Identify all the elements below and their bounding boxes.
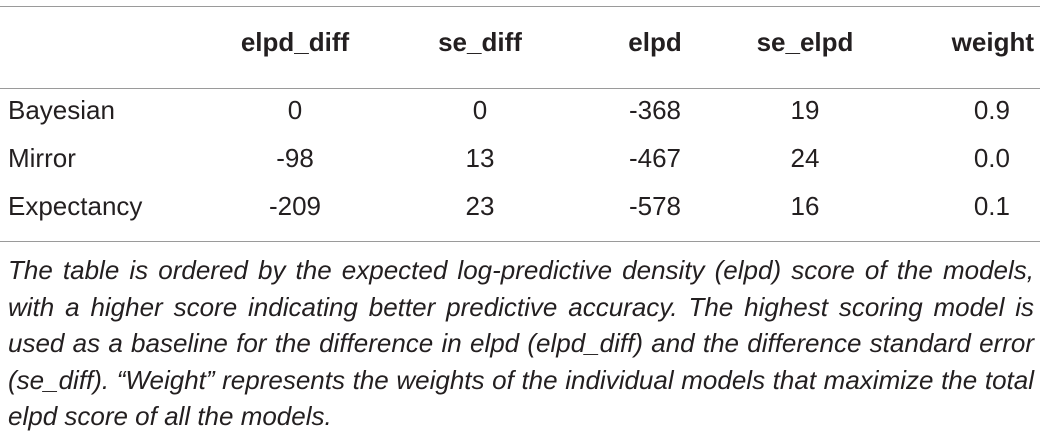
table-header-row: elpd_diff se_diff elpd se_elpd weight [0, 20, 1040, 64]
row-elpd-diff: 0 [287, 95, 303, 125]
table-header-rule [0, 88, 1040, 89]
table-bottom-rule [0, 241, 1040, 242]
header-se-diff: se_diff [438, 27, 522, 57]
header-se-elpd: se_elpd [756, 27, 854, 57]
header-elpd: elpd [628, 27, 682, 57]
row-se-diff: 0 [472, 95, 488, 125]
table-row: Expectancy -209 23 -578 16 0.1 [0, 184, 1040, 228]
table-row: Bayesian 0 0 -368 19 0.9 [0, 88, 1040, 132]
header-weight: weight [951, 27, 1034, 57]
row-se-elpd: 16 [790, 191, 820, 221]
row-elpd-diff: -209 [268, 191, 322, 221]
row-elpd-diff: -98 [276, 143, 314, 173]
row-weight: 0.0 [973, 143, 1010, 173]
row-model: Expectancy [8, 191, 143, 221]
row-elpd: -578 [628, 191, 682, 221]
row-weight: 0.9 [973, 95, 1010, 125]
row-se-elpd: 24 [790, 143, 820, 173]
row-model: Mirror [8, 143, 76, 173]
table-top-rule [0, 6, 1040, 7]
table-row: Mirror -98 13 -467 24 0.0 [0, 136, 1040, 180]
row-weight: 0.1 [973, 191, 1010, 221]
row-elpd: -368 [628, 95, 682, 125]
row-se-elpd: 19 [790, 95, 820, 125]
row-se-diff: 23 [465, 191, 495, 221]
row-elpd: -467 [628, 143, 682, 173]
row-se-diff: 13 [465, 143, 495, 173]
row-model: Bayesian [8, 95, 115, 125]
table-caption: The table is ordered by the expected log… [8, 255, 1034, 431]
header-elpd-diff: elpd_diff [240, 27, 350, 57]
